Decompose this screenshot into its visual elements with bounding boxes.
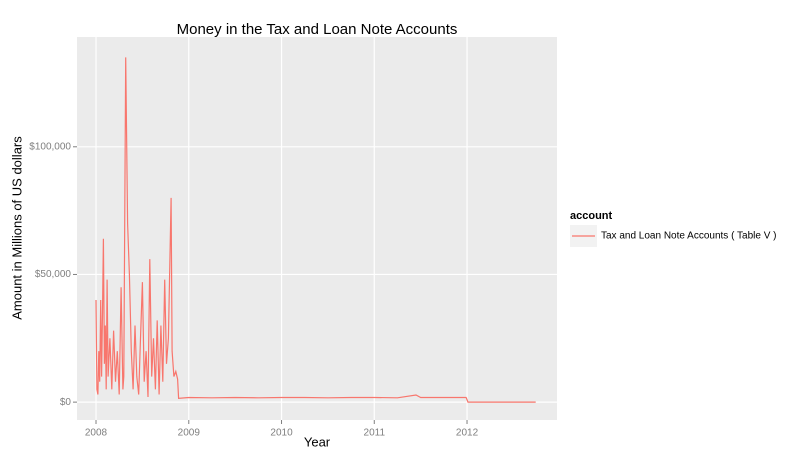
y-tick-label: $100,000 xyxy=(29,141,71,152)
chart-title: Money in the Tax and Loan Note Accounts xyxy=(177,21,458,38)
x-tick-label: 2010 xyxy=(270,428,293,439)
x-axis-label: Year xyxy=(304,434,331,449)
data-line xyxy=(95,57,536,403)
x-tick-label: 2009 xyxy=(178,428,201,439)
x-tick-label: 2011 xyxy=(364,428,386,439)
x-tick-label: 2012 xyxy=(456,428,479,439)
legend-label: Tax and Loan Note Accounts ( Table V ) xyxy=(601,231,776,242)
y-tick-label: $50,000 xyxy=(35,269,72,280)
legend-title: account xyxy=(570,210,613,222)
y-axis-label: Amount in Millions of US dollars xyxy=(9,136,24,320)
x-tick-label: 2008 xyxy=(85,428,108,439)
panel xyxy=(77,37,557,420)
y-tick-label: $0 xyxy=(60,397,72,408)
